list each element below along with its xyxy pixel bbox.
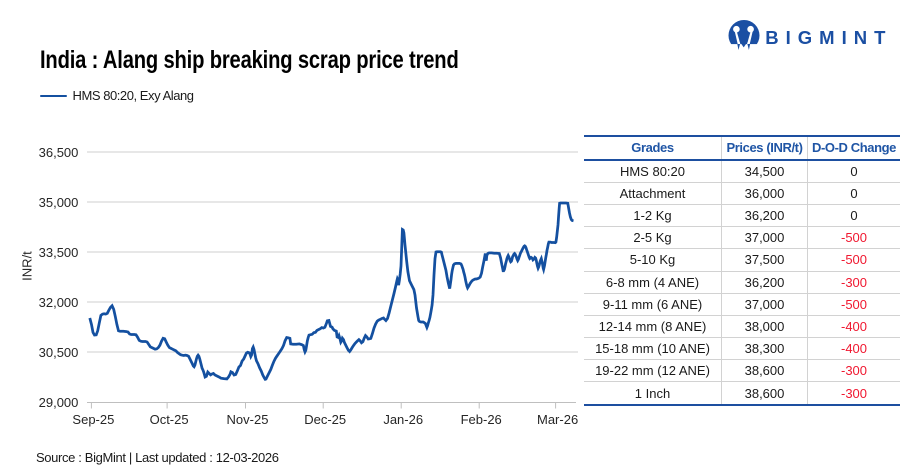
svg-text:BIGMINT: BIGMINT (765, 27, 892, 48)
